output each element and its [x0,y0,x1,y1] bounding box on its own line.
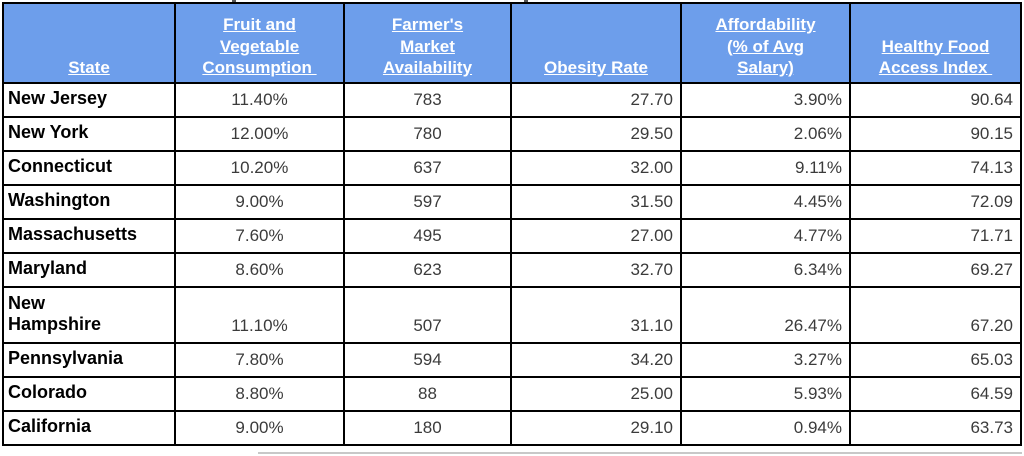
cell-affordability: 3.27% [680,342,851,378]
cell-access-index: 67.20 [849,286,1022,344]
cell-farmers-market: 637 [343,150,512,186]
cell-fruit-veg: 9.00% [174,184,345,220]
col-header-access-index-label: Healthy Food Access Index [878,36,990,77]
col-header-state-label: State [68,57,110,77]
table-row-pennsylvania: Pennsylvania 7.80% 594 34.20 3.27% 65.03 [2,342,1022,378]
cell-affordability: 9.11% [680,150,851,186]
cropped-text-artifact [232,0,236,2]
cell-obesity: 34.20 [510,342,682,378]
cell-affordability: 26.47% [680,286,851,344]
col-header-access-index[interactable]: Healthy Food Access Index [849,2,1022,84]
cell-farmers-market: 507 [343,286,512,344]
cell-obesity: 29.50 [510,116,682,152]
header-row: State Fruit and Vegetable Consumption Fa… [2,2,1022,84]
cell-obesity: 32.00 [510,150,682,186]
cropped-text-artifact [524,0,528,2]
cell-obesity: 31.50 [510,184,682,220]
cell-access-index: 63.73 [849,410,1022,446]
cell-affordability: 4.45% [680,184,851,220]
cell-access-index: 74.13 [849,150,1022,186]
cell-state: California [2,410,176,446]
cell-access-index: 90.64 [849,82,1022,118]
cell-state: Pennsylvania [2,342,176,378]
cell-state: Washington [2,184,176,220]
cell-farmers-market: 180 [343,410,512,446]
cell-state: New Hampshire [2,286,176,344]
healthy-food-table: State Fruit and Vegetable Consumption Fa… [2,2,1022,446]
col-header-affordability[interactable]: Affordability (% of Avg Salary) [680,2,851,84]
table-row-new-york: New York 12.00% 780 29.50 2.06% 90.15 [2,116,1022,152]
cell-farmers-market: 623 [343,252,512,288]
table-row-colorado: Colorado 8.80% 88 25.00 5.93% 64.59 [2,376,1022,412]
table-row-maryland: Maryland 8.60% 623 32.70 6.34% 69.27 [2,252,1022,288]
cropped-row-line-artifact [258,452,1022,454]
cell-state: Colorado [2,376,176,412]
table-row-connecticut: Connecticut 10.20% 637 32.00 9.11% 74.13 [2,150,1022,186]
cell-state: Massachusetts [2,218,176,254]
table-row-new-hampshire: New Hampshire 11.10% 507 31.10 26.47% 67… [2,286,1022,344]
cell-affordability: 3.90% [680,82,851,118]
cell-access-index: 71.71 [849,218,1022,254]
cell-fruit-veg: 7.80% [174,342,345,378]
cell-fruit-veg: 9.00% [174,410,345,446]
cell-affordability: 2.06% [680,116,851,152]
col-header-fruit-veg-consumption[interactable]: Fruit and Vegetable Consumption [174,2,345,84]
col-header-obesity-rate-label: Obesity Rate [544,57,648,77]
cell-state: New York [2,116,176,152]
cell-obesity: 32.70 [510,252,682,288]
cell-fruit-veg: 11.40% [174,82,345,118]
cell-fruit-veg: 12.00% [174,116,345,152]
cell-obesity: 27.00 [510,218,682,254]
col-header-affordability-label: Affordability (% of Avg Salary) [715,15,816,77]
col-header-obesity-rate[interactable]: Obesity Rate [510,2,682,84]
col-header-fruit-veg-label: Fruit and Vegetable Consumption [202,15,312,77]
cell-obesity: 29.10 [510,410,682,446]
cell-fruit-veg: 10.20% [174,150,345,186]
cell-access-index: 72.09 [849,184,1022,220]
table-row-washington: Washington 9.00% 597 31.50 4.45% 72.09 [2,184,1022,220]
cell-access-index: 65.03 [849,342,1022,378]
cell-affordability: 6.34% [680,252,851,288]
cell-affordability: 5.93% [680,376,851,412]
cell-obesity: 31.10 [510,286,682,344]
cell-affordability: 0.94% [680,410,851,446]
cell-fruit-veg: 11.10% [174,286,345,344]
col-header-farmers-market-label: Farmer's Market Availability [382,15,473,77]
cell-state: Connecticut [2,150,176,186]
table-header: State Fruit and Vegetable Consumption Fa… [2,2,1022,84]
table-row-new-jersey: New Jersey 11.40% 783 27.70 3.90% 90.64 [2,82,1022,118]
cell-access-index: 90.15 [849,116,1022,152]
cell-access-index: 69.27 [849,252,1022,288]
cell-fruit-veg: 7.60% [174,218,345,254]
cell-farmers-market: 597 [343,184,512,220]
cell-state: Maryland [2,252,176,288]
cell-access-index: 64.59 [849,376,1022,412]
cell-fruit-veg: 8.60% [174,252,345,288]
col-header-farmers-market[interactable]: Farmer's Market Availability [343,2,512,84]
cell-farmers-market: 495 [343,218,512,254]
col-header-state[interactable]: State [2,2,176,84]
cell-farmers-market: 780 [343,116,512,152]
cell-obesity: 25.00 [510,376,682,412]
cell-obesity: 27.70 [510,82,682,118]
table-body: New Jersey 11.40% 783 27.70 3.90% 90.64 … [2,82,1022,446]
cell-fruit-veg: 8.80% [174,376,345,412]
cell-farmers-market: 783 [343,82,512,118]
cell-farmers-market: 594 [343,342,512,378]
cell-state: New Jersey [2,82,176,118]
cell-farmers-market: 88 [343,376,512,412]
table-row-massachusetts: Massachusetts 7.60% 495 27.00 4.77% 71.7… [2,218,1022,254]
cell-affordability: 4.77% [680,218,851,254]
table-row-california: California 9.00% 180 29.10 0.94% 63.73 [2,410,1022,446]
